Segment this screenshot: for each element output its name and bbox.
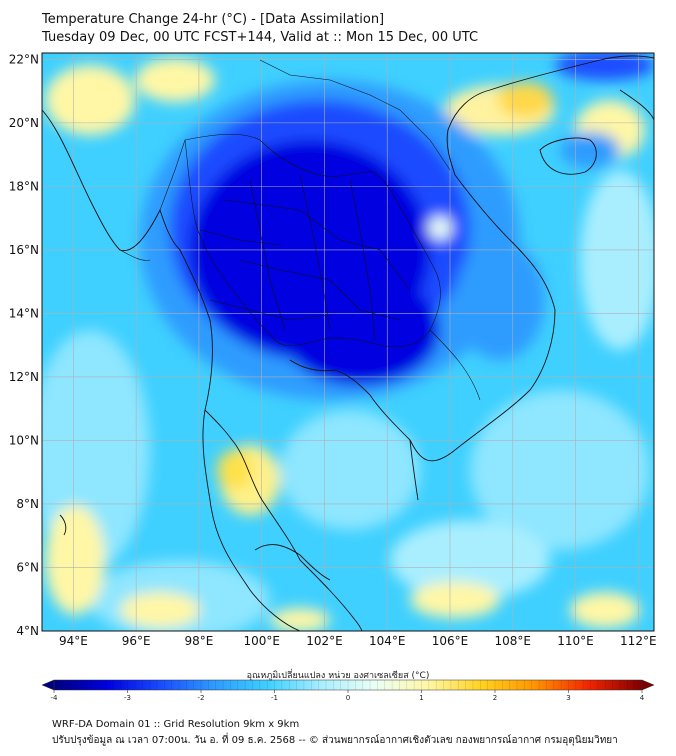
lat-tick-label: 6°N [16,560,39,574]
lat-tick-label: 22°N [9,52,39,66]
lon-tick-label: 112°E [620,634,657,648]
colorbar-tick-label: 3 [566,694,570,702]
colorbar-tick-label: -2 [198,694,205,702]
map-subtitle: Tuesday 09 Dec, 00 UTC FCST+144, Valid a… [42,30,479,45]
coastlines [42,55,654,631]
graticule [42,53,654,631]
colorbar-tick-label: 4 [640,694,645,702]
lat-tick-label: 10°N [9,433,39,447]
lat-tick-label: 20°N [9,116,39,130]
temperature-field [42,53,654,631]
lat-tick-label: 12°N [9,370,39,384]
colorbar-tick-label: -4 [51,694,59,702]
map-frame [41,52,655,632]
longitude-labels: 94°E 96°E 98°E 100°E 102°E 104°E 106°E 108°E 110… [59,634,657,648]
colorbar: -4 -3 -2 -1 0 1 2 3 4 [41,679,655,702]
lon-tick-label: 94°E [59,634,88,648]
lon-tick-label: 98°E [184,634,213,648]
colorbar-max-arrow [641,679,655,691]
lon-tick-label: 102°E [306,634,343,648]
colorbar-tick-label: -3 [124,694,131,702]
lon-tick-label: 108°E [495,634,532,648]
lon-tick-label: 106°E [432,634,469,648]
colorbar-label: อุณหภูมิเปลี่ยนแปลง หน่วย องศาเซลเซียส (… [246,671,430,681]
lat-tick-label: 4°N [16,624,39,638]
lat-tick-label: 14°N [9,306,39,320]
latitude-labels: 22°N 20°N 18°N 16°N 14°N 12°N 10°N 8°N 6°N 4°N [9,52,39,638]
lat-tick-label: 8°N [16,497,39,511]
footer-resolution: WRF-DA Domain 01 :: Grid Resolution 9km … [52,719,300,730]
map-title: Temperature Change 24-hr (°C) - [Data As… [42,12,385,27]
colorbar-tick-label: 1 [419,694,423,702]
colorbar-min-arrow [41,679,55,691]
lon-tick-label: 104°E [369,634,406,648]
lat-tick-label: 16°N [9,243,39,257]
lon-tick-label: 96°E [122,634,151,648]
colorbar-tick-label: 0 [346,694,350,702]
colorbar-tick-label: 2 [493,694,497,702]
admin-borders [119,59,481,401]
colorbar-tick-label: -1 [271,694,278,702]
footer-credit: ปรับปรุงข้อมูล ณ เวลา 07:00น. วัน อ. ที่… [52,735,618,746]
lat-tick-label: 18°N [9,179,39,193]
lon-tick-label: 110°E [557,634,594,648]
lon-tick-label: 100°E [243,634,280,648]
